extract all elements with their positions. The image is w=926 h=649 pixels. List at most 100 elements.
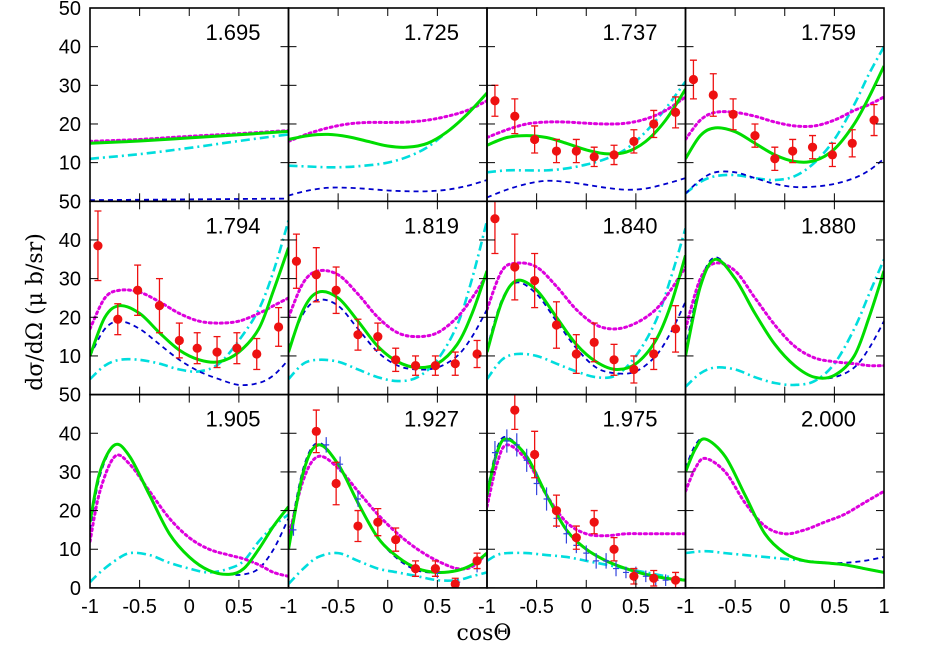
x-tick-label: 1 (878, 596, 889, 618)
panel-1.927: 1.927 (287, 393, 488, 589)
series-green-curve (90, 247, 289, 364)
data-point (807, 142, 818, 152)
data-point (629, 136, 639, 146)
panel-energy-label: 1.725 (404, 20, 459, 45)
panel-plot-area (288, 92, 487, 197)
panel-1.737: 1.737 (486, 7, 687, 203)
data-point (353, 330, 363, 340)
data-point (391, 534, 401, 545)
panel-1.794: 1.794 (89, 200, 290, 396)
panel-1.819: 1.819 (287, 200, 488, 396)
x-tick-label: 0.5 (423, 596, 451, 618)
data-point (750, 130, 760, 141)
data-point (530, 275, 540, 286)
y-tick-label: 30 (59, 462, 81, 484)
data-point (273, 322, 284, 332)
data-point (311, 426, 321, 436)
series-cyan-curve (487, 551, 686, 582)
data-point (869, 115, 879, 125)
panel-energy-label: 1.737 (602, 20, 657, 45)
data-point (670, 107, 681, 117)
x-tick-label: 0 (382, 596, 393, 618)
data-point (728, 109, 738, 119)
series-green-curve (685, 257, 884, 380)
panel-1.975: 1.975 (486, 393, 687, 589)
x-tick-label: -0.5 (122, 596, 156, 618)
data-point (530, 134, 540, 145)
x-tick-label: 0.5 (622, 596, 650, 618)
x-tick-label: 0.5 (225, 596, 253, 618)
series-blue-curve (288, 179, 487, 197)
data-point (551, 320, 562, 330)
y-tick-label: 40 (59, 37, 81, 59)
series-green-curve (487, 88, 686, 156)
y-tick-label: 50 (59, 0, 81, 20)
y-tick-label: 10 (59, 346, 81, 368)
series-cyan-curve (685, 46, 884, 195)
data-point (373, 517, 383, 527)
series-magenta-curve (90, 288, 289, 331)
panel-1.759: 1.759 (684, 7, 885, 203)
series-cyan-curve (685, 258, 884, 388)
series-blue-curve (685, 256, 884, 380)
data-point (670, 324, 681, 334)
series-green-curve (288, 443, 487, 575)
data-point (311, 270, 321, 280)
series-blue-curve (487, 177, 686, 199)
x-tick-label: 0.5 (820, 596, 848, 618)
data-point (827, 150, 837, 160)
panel-plot-area (288, 409, 487, 588)
data-point (589, 152, 599, 162)
series-green-curve (288, 92, 487, 149)
data-point (589, 517, 599, 527)
x-tick-label: -1 (81, 596, 99, 618)
panel-energy-label: 1.880 (801, 213, 856, 238)
panel-plot-area (487, 201, 686, 384)
data-point (192, 343, 202, 353)
data-point (133, 285, 143, 295)
y-axis-title: dσ/dΩ (μ b/sr) (23, 233, 48, 391)
series-magenta-curve (487, 95, 686, 140)
data-point (113, 314, 123, 324)
data-point (788, 146, 798, 156)
data-point (670, 575, 681, 585)
panel-1.725: 1.725 (287, 7, 488, 203)
data-point (331, 285, 341, 295)
series-blue-curve (288, 298, 487, 371)
data-point (609, 150, 619, 160)
panel-1.840: 1.840 (486, 200, 687, 396)
panel-plot-area (685, 46, 884, 195)
data-point (430, 361, 440, 371)
series-magenta-curve (685, 456, 884, 536)
data-point (629, 571, 639, 581)
x-tick-label: -0.5 (321, 596, 355, 618)
y-tick-label: 40 (59, 230, 81, 252)
series-cyan-curve (90, 133, 289, 161)
panel-energy-label: 1.695 (205, 20, 260, 45)
panel-plot-area (90, 442, 289, 584)
series-cyan-curve (487, 227, 686, 380)
data-point (609, 544, 619, 554)
panel-plot-area (90, 210, 289, 387)
data-point (232, 343, 242, 353)
data-point (629, 364, 639, 375)
data-point (490, 214, 500, 224)
series-cyan-curve (90, 513, 289, 584)
y-tick-label: 0 (70, 578, 81, 600)
panel-energy-label: 1.905 (205, 407, 260, 432)
panel-energy-label: 1.794 (205, 213, 260, 238)
panel-1.695: 1.695 (89, 7, 290, 203)
y-tick-label: 20 (59, 307, 81, 329)
data-point (93, 241, 103, 251)
data-point (649, 119, 659, 129)
data-point (430, 563, 440, 574)
x-axis-title: cosΘ (457, 621, 512, 646)
panels-layer: 1.695 1.725 1.737 1.759 1.794 1.819 1.840 1.880… (89, 7, 885, 589)
panel-energy-label: 1.759 (801, 20, 856, 45)
panel-plot-area (288, 220, 487, 383)
series-magenta-curve (288, 268, 487, 339)
panel-energy-label: 1.840 (602, 213, 657, 238)
data-point (688, 74, 699, 85)
data-point (530, 449, 540, 460)
data-point (174, 335, 184, 346)
